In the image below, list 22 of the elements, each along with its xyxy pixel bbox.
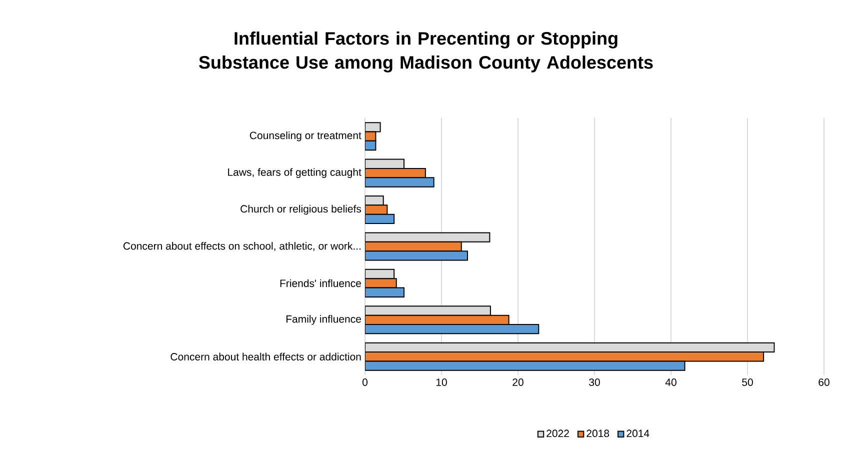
y-tick-label: Friends' influence [280,279,361,288]
legend-label: 2014 [626,430,650,438]
bar [365,177,434,188]
x-tick-label: 10 [436,378,447,386]
x-tick-label: 20 [512,378,524,386]
bar [365,360,686,371]
chart-title: Influential Factors in Precenting or Stopping Substance Use among Madison County Adolescents [198,32,653,72]
legend-label: 2022 [546,430,569,438]
x-tick-label: 50 [742,378,753,386]
legend-label: 2018 [586,430,610,438]
x-tick-label: 60 [818,378,830,386]
y-tick-label: Concern about health effects or addiction [170,352,361,360]
x-tick-label: 40 [665,378,676,386]
y-tick-label: Concern about effects on school, athletic, or work... [123,242,360,251]
bar [365,250,468,261]
y-tick-label: Laws, fears of getting caught [228,168,362,178]
x-tick-label: 0 [362,378,368,386]
y-tick-label: Counseling or treatment [250,131,362,142]
y-tick-label: Family influence [286,315,361,325]
x-tick-label: 30 [589,378,600,386]
bar [365,278,397,288]
y-tick-label: Church or religious beliefs [240,204,362,215]
